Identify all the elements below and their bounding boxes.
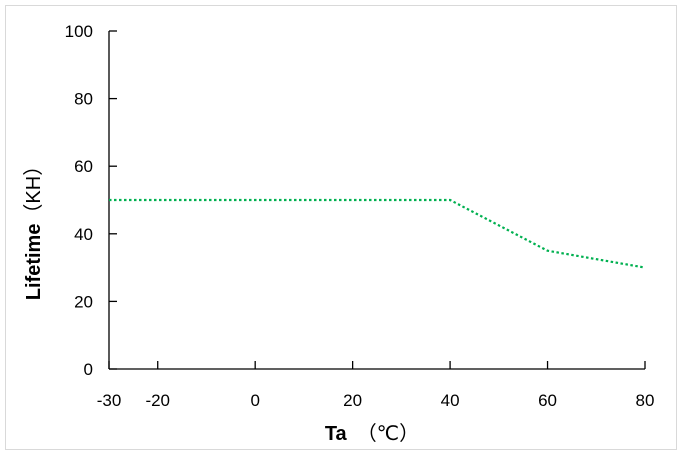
x-tick-label: -30 [97,391,122,410]
x-axis-title: Ta （℃） [325,422,419,445]
ticks: 0 20 40 60 80 100 -30 -20 0 20 40 60 80 [65,22,655,410]
chart-frame [5,5,677,450]
x-tick-label: 20 [343,391,362,410]
y-axis-title: Lifetime（KH） [22,156,45,300]
y-tick-label: 80 [74,90,93,109]
x-tick-label: 80 [636,391,655,410]
y-axis-label: Lifetime [23,224,45,301]
y-tick-label: 40 [74,225,93,244]
y-axis-unit: （KH） [22,156,45,224]
y-tick-label: 60 [74,157,93,176]
x-tick-label: 0 [250,391,259,410]
x-tick-label: 60 [538,391,557,410]
x-tick-label: 40 [441,391,460,410]
y-tick-label: 100 [65,22,93,41]
x-tick-label: -20 [145,391,170,410]
series-line [109,198,646,269]
x-axis-label: Ta [325,423,348,445]
series-layer [109,198,646,269]
y-tick-label: 20 [74,292,93,311]
y-tick-label: 0 [84,360,93,379]
x-axis-unit: （℃） [357,422,419,445]
